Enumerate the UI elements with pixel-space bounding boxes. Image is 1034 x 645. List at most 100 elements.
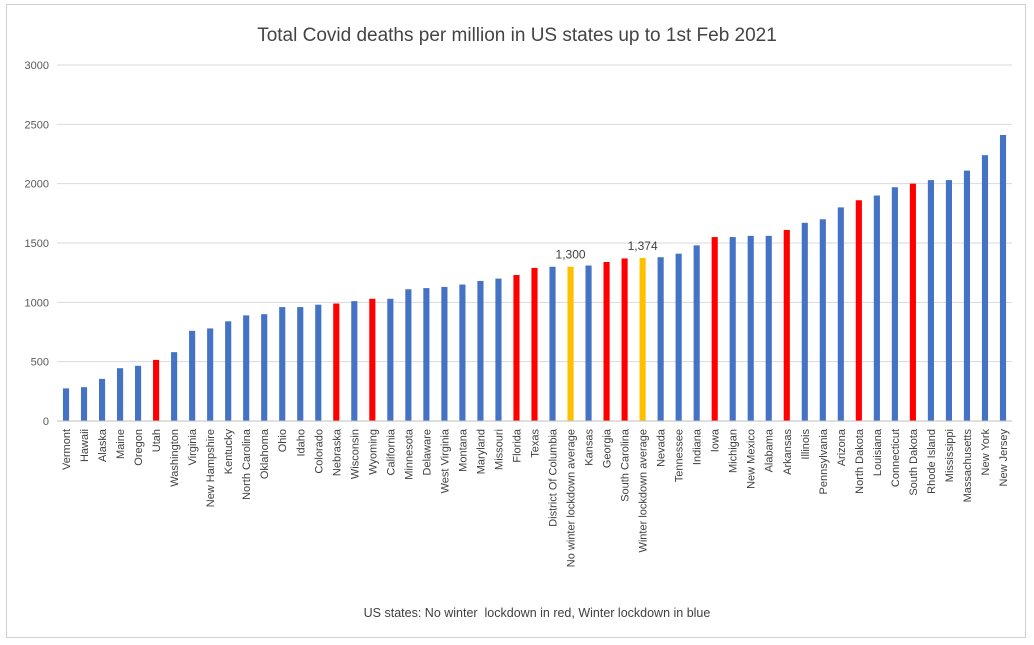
x-category-label: North Carolina [241,428,253,500]
x-category-label: Hawaii [79,429,91,462]
x-category-label: California [385,428,397,475]
y-tick-label: 1000 [25,297,49,309]
bar [765,235,772,421]
bar [117,368,124,421]
data-label: 1,374 [628,239,658,253]
bar [80,387,88,421]
x-category-label: Rhode Island [926,429,938,494]
x-category-label: Oklahoma [259,428,271,479]
x-category-label: Illinois [800,429,812,460]
bar-chart: Total Covid deaths per million in US sta… [25,25,1012,620]
y-tick-label: 1500 [25,238,49,250]
bar [351,301,358,421]
x-category-label: North Dakota [854,428,866,494]
bar [639,257,646,421]
bar [189,330,196,421]
x-category-label: Kentucky [223,429,235,475]
x-category-label: Missouri [493,429,505,470]
bar [459,284,466,421]
y-tick-label: 2500 [25,119,49,131]
x-category-label: Vermont [61,429,73,470]
x-category-label: Minnesota [403,428,415,480]
x-category-label: New Mexico [746,429,758,489]
bar [927,180,934,421]
x-category-label: New Jersey [998,429,1010,487]
bar [153,359,160,421]
x-category-label: Alaska [97,428,109,462]
bar [585,265,592,421]
data-label: 1,300 [556,248,586,262]
bar [981,155,989,422]
bar [62,388,70,421]
bar [531,267,538,421]
x-category-label: Nebraska [331,428,343,476]
bar [225,321,232,421]
x-category-label: Texas [530,429,542,458]
bar [405,289,412,421]
bar [513,275,520,421]
bar [675,253,682,421]
bars [62,135,1007,422]
x-category-label: Colorado [313,429,325,474]
bar [441,286,448,421]
bar [837,207,844,421]
bar [693,245,700,421]
bar [891,187,898,421]
y-tick-label: 2000 [25,179,49,191]
bar [783,229,790,421]
x-category-label: Oregon [133,429,145,466]
x-category-label: Florida [511,428,523,463]
x-category-label: Iowa [710,428,722,452]
x-category-label: Idaho [295,429,307,457]
y-tick-label: 0 [43,416,49,428]
bar [909,183,916,421]
bar [999,135,1007,421]
gridlines [57,64,1012,363]
x-category-label: Ohio [277,429,289,452]
bar [261,314,268,421]
x-category-label: Delaware [421,429,433,475]
bar [171,352,178,421]
x-category-label: Utah [151,429,163,452]
bar [135,365,142,421]
bar [495,278,502,421]
x-category-label: Indiana [692,428,704,465]
x-category-label: West Virginia [439,428,451,493]
bar [657,257,664,421]
chart-frame: Total Covid deaths per million in US sta… [6,4,1026,638]
x-category-label: Wyoming [367,429,379,475]
x-category-label: Washington [169,429,181,487]
x-category-label: Wisconsin [349,429,361,479]
bar [297,307,304,421]
x-category-label: Arkansas [782,429,794,475]
bar [801,222,808,421]
bar [963,170,971,421]
x-category-label: Nevada [656,428,668,467]
bar [549,266,556,421]
bar [819,219,826,421]
bar [621,258,628,421]
bar [603,261,610,421]
x-category-label: Winter lockdown average [638,429,650,553]
bar [207,328,214,421]
bar [855,200,862,421]
y-axis-ticks: 0 500 1000 1500 2000 2500 3000 [25,60,49,428]
x-category-label: Louisiana [872,428,884,476]
chart-title: Total Covid deaths per million in US sta… [257,25,777,46]
x-category-label: South Dakota [908,428,920,496]
x-axis-label: US states: No winter lockdown in red, Wi… [364,606,711,620]
bar [243,315,250,421]
bar [333,303,340,421]
x-category-label: New Hampshire [205,429,217,507]
x-category-label: Montana [457,428,469,472]
x-category-label: Connecticut [890,429,902,487]
bar [873,195,880,421]
x-category-label: New York [980,429,992,476]
bar [423,288,430,421]
bar [945,180,952,421]
x-axis-category-labels: Vermont Hawaii Alaska Maine Oregon Utah Washin… [61,428,1010,567]
x-category-label: Tennessee [674,429,686,482]
bar [387,298,394,421]
bar [711,237,718,421]
y-tick-label: 3000 [25,60,49,72]
